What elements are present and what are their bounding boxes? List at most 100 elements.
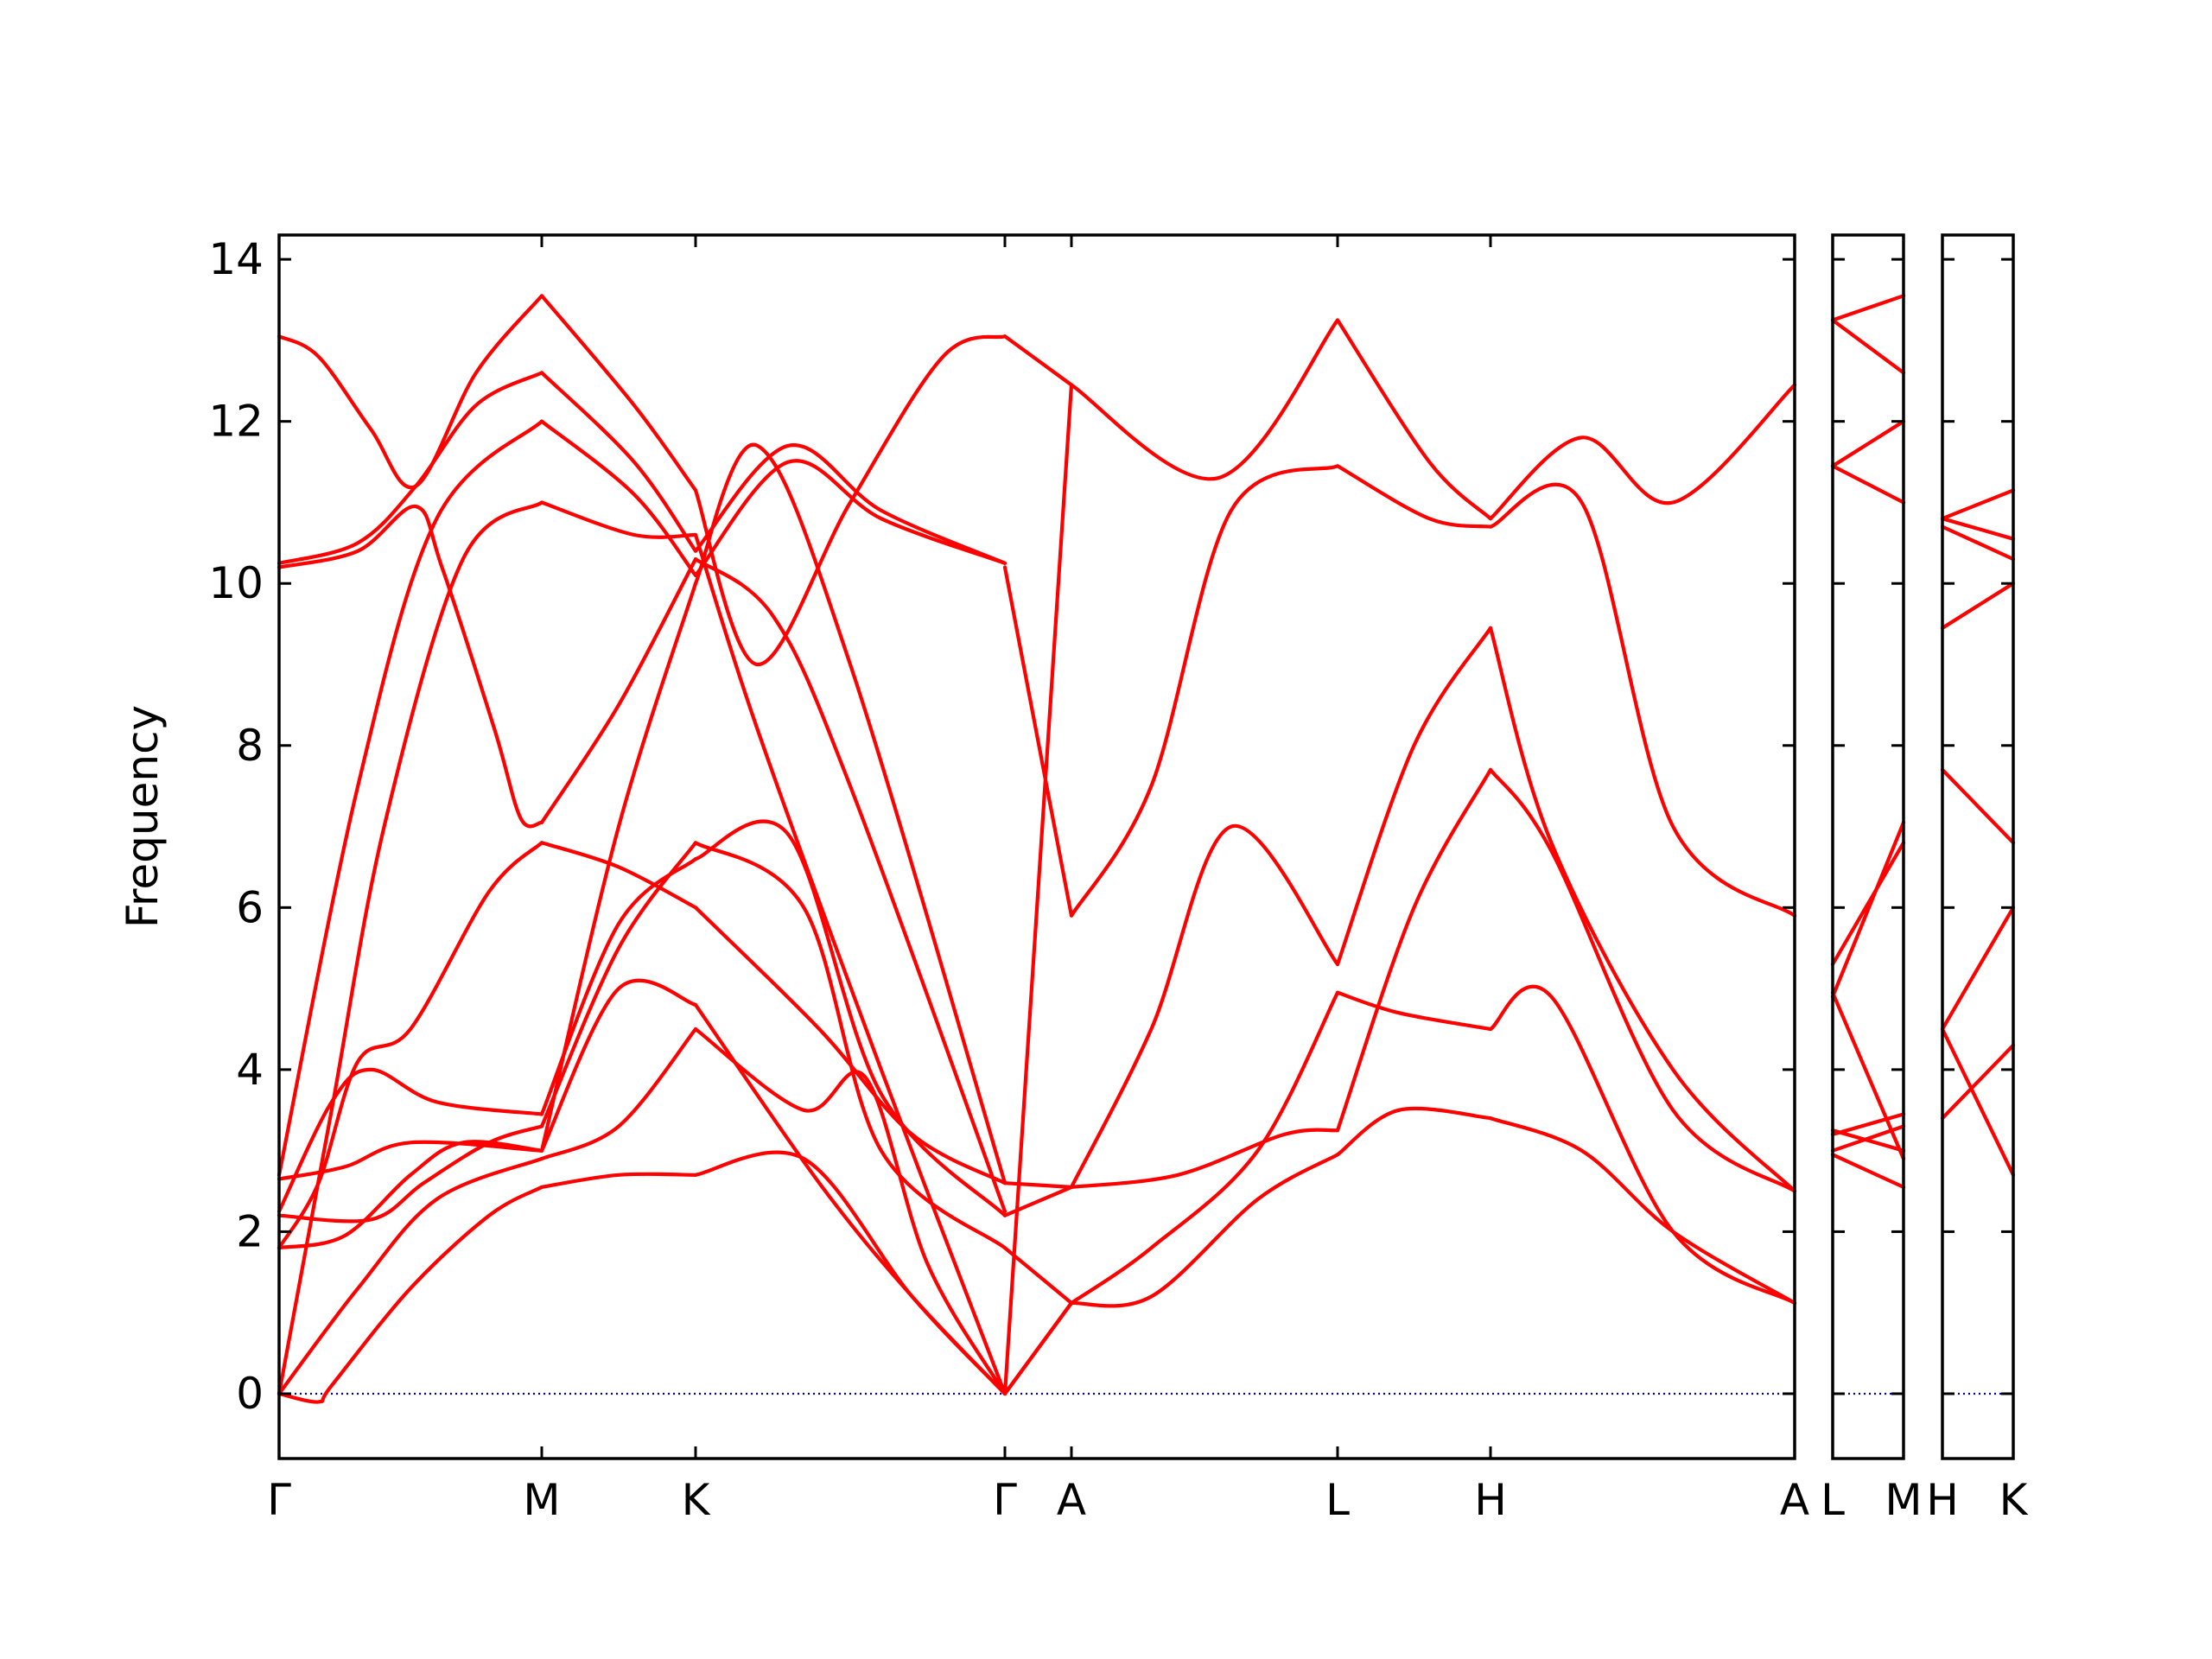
band-p2-L-M-2: [1830, 990, 1906, 1161]
band-p1-Γ-A-8: [1002, 334, 1074, 387]
band-p3-H-K-1: [1940, 1043, 2016, 1121]
band-p1-Γ-M-10: [276, 371, 544, 565]
band-p1-M-K-8: [539, 500, 698, 539]
band-p1-Γ-A-6: [1002, 383, 1074, 1396]
band-p2-L-M-11: [1830, 294, 1906, 322]
band-p1-K-Γ-11: [693, 557, 1007, 1214]
band-p1-A-L-5: [1069, 464, 1340, 918]
band-p1-M-K-4: [539, 841, 698, 1128]
band-p1-H-A-6: [1488, 383, 1797, 521]
band-p2-L-M-7: [1830, 820, 1906, 999]
y-tick-label: 10: [208, 558, 264, 608]
band-p1-Γ-M-1: [276, 1185, 544, 1404]
band-p3-H-K-7: [1940, 488, 2016, 521]
band-p1-H-A-1: [1488, 1116, 1797, 1306]
band-p2-L-M-10: [1830, 318, 1906, 375]
band-p1-Γ-M-4: [276, 1124, 544, 1224]
band-p1-H-A-5: [1488, 482, 1797, 918]
band-p1-K-Γ-7: [693, 442, 1007, 1185]
panel-frame: [1941, 233, 2015, 1460]
panel-frame: [1831, 233, 1905, 1460]
band-p3-H-K-6: [1940, 524, 2016, 562]
band-p1-L-H-5: [1335, 464, 1493, 529]
band-p1-K-Γ-5: [693, 819, 1007, 1217]
y-tick-label: 6: [236, 882, 264, 932]
band-p1-M-K-5: [539, 857, 698, 1116]
band-p3-H-K-4: [1940, 767, 2016, 845]
x-tick-label: H: [1926, 1475, 1959, 1525]
band-p2-L-M-1: [1830, 1153, 1906, 1189]
band-p1-M-K-1: [539, 1172, 698, 1189]
band-p1-Γ-M-11: [276, 504, 544, 829]
band-p1-Γ-M-9: [276, 419, 544, 1177]
band-p1-K-Γ-8: [693, 532, 1007, 1396]
band-p1-K-Γ-4: [693, 841, 1007, 1250]
band-p1-Γ-M-12: [276, 294, 544, 490]
y-axis-label: Frequency: [118, 705, 168, 928]
band-p1-Γ-A-3: [1002, 1246, 1074, 1306]
x-tick-label: Γ: [267, 1475, 291, 1525]
band-p1-L-H-3: [1335, 767, 1493, 1133]
x-tick-label: M: [1885, 1475, 1922, 1525]
band-p2-L-M-6: [1830, 1112, 1906, 1136]
band-p1-Γ-M-5: [276, 1067, 544, 1214]
band-p1-M-K-10: [539, 371, 698, 553]
band-p1-L-H-2: [1335, 990, 1493, 1032]
band-p1-Γ-A-7: [1002, 565, 1074, 918]
band-p1-M-K-7: [539, 841, 698, 910]
band-p1-A-L-4: [1069, 823, 1340, 1189]
band-p1-Γ-A-2: [1002, 1300, 1074, 1396]
x-tick-label: M: [523, 1475, 560, 1525]
band-p1-A-L-6: [1069, 318, 1340, 481]
band-p3-H-K-2: [1940, 1027, 2016, 1177]
y-tick-label: 12: [208, 397, 264, 447]
x-tick-label: L: [1821, 1475, 1845, 1525]
y-tick-label: 8: [236, 721, 264, 771]
x-tick-label: A: [1780, 1475, 1809, 1525]
band-p1-M-K-6: [539, 582, 698, 1153]
band-p1-M-K-12: [539, 294, 698, 493]
band-p2-L-M-9: [1830, 419, 1906, 468]
band-p3-H-K-8: [1940, 517, 2016, 541]
band-p1-K-Γ-3: [693, 1002, 1007, 1396]
band-p1-M-K-11: [539, 557, 698, 824]
x-tick-label: A: [1057, 1475, 1086, 1525]
band-p1-K-Γ-6: [693, 906, 1007, 1185]
band-p1-H-A-2: [1488, 984, 1797, 1306]
y-tick-label: 4: [236, 1045, 264, 1095]
band-p3-H-K-5: [1940, 582, 2016, 630]
band-p1-M-K-2: [539, 1027, 698, 1161]
band-p1-M-K-3: [539, 978, 698, 1153]
band-p1-L-H-1: [1335, 1106, 1493, 1157]
x-tick-label: K: [682, 1475, 711, 1525]
x-tick-label: L: [1325, 1475, 1350, 1525]
band-p1-K-Γ-9: [693, 459, 1007, 577]
band-p1-H-A-4: [1488, 626, 1797, 1193]
band-p3-H-K-3: [1940, 906, 2016, 1032]
band-p1-Γ-M-2: [276, 1156, 544, 1396]
x-tick-label: H: [1474, 1475, 1507, 1525]
band-p1-K-Γ-12: [693, 334, 1007, 667]
band-p1-M-K-9: [539, 419, 698, 577]
band-p2-L-M-4: [1830, 841, 1906, 967]
band-p1-L-H-4: [1335, 626, 1493, 967]
band-p1-K-Γ-2: [693, 1027, 1007, 1396]
y-tick-label: 2: [236, 1206, 264, 1256]
band-p1-A-L-2: [1069, 990, 1340, 1306]
band-p1-K-Γ-10: [693, 443, 1007, 565]
band-p1-Γ-M-8: [276, 500, 544, 1396]
band-p1-L-H-6: [1335, 318, 1493, 521]
band-p1-A-L-3: [1069, 1128, 1340, 1189]
x-tick-label: K: [1999, 1475, 2029, 1525]
x-tick-label: Γ: [993, 1475, 1017, 1525]
panel-frame: [277, 233, 1796, 1460]
band-p1-H-A-3: [1488, 767, 1797, 1193]
y-tick-label: 14: [208, 234, 264, 284]
band-p1-Γ-M-6: [276, 1140, 544, 1181]
band-p1-A-L-1: [1069, 1153, 1340, 1308]
